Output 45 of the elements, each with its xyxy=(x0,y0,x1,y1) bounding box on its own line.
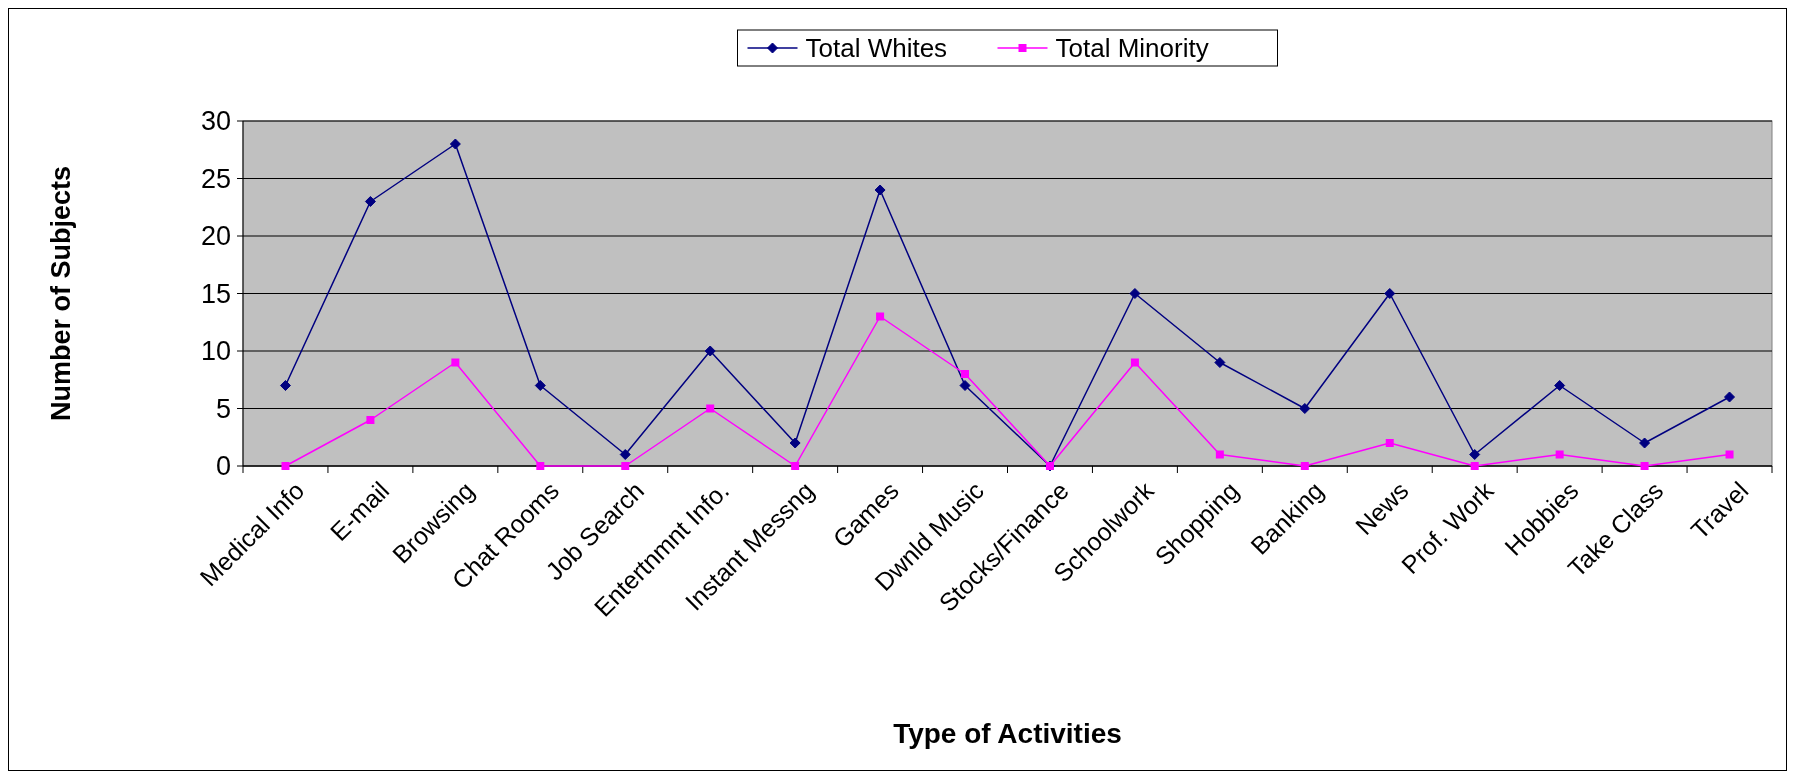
point xyxy=(876,312,885,321)
point xyxy=(536,462,545,470)
point xyxy=(451,358,460,367)
point xyxy=(959,380,971,391)
y-tick-label: 5 xyxy=(215,393,231,424)
point xyxy=(1639,437,1651,449)
y-tick-label: 0 xyxy=(215,451,231,482)
point xyxy=(704,345,716,357)
point xyxy=(1554,380,1566,391)
point xyxy=(619,449,631,460)
point xyxy=(1725,450,1734,459)
point xyxy=(706,404,715,413)
legend-label: Total Whites xyxy=(805,33,948,64)
point xyxy=(366,416,375,424)
point xyxy=(449,138,461,150)
y-tick-label: 10 xyxy=(200,336,231,367)
point xyxy=(1300,462,1309,470)
point xyxy=(1299,403,1311,414)
point xyxy=(791,462,800,470)
point xyxy=(534,380,546,391)
y-tick-label: 30 xyxy=(200,106,231,137)
point xyxy=(1130,358,1139,367)
point xyxy=(1470,462,1479,470)
point xyxy=(1384,288,1396,299)
point xyxy=(1640,462,1649,470)
point xyxy=(364,196,376,207)
point xyxy=(789,437,801,449)
point xyxy=(279,380,291,391)
point xyxy=(874,184,886,196)
y-tick-label: 15 xyxy=(200,278,231,309)
point xyxy=(1215,450,1224,459)
point xyxy=(281,462,290,470)
point xyxy=(621,462,630,470)
point xyxy=(1129,288,1141,299)
y-axis-title: Number of Subjects xyxy=(46,165,76,422)
point xyxy=(1469,449,1481,460)
point xyxy=(1385,439,1394,447)
point xyxy=(1214,357,1226,368)
point xyxy=(961,370,970,378)
x-axis-title: Type of Activities xyxy=(893,718,1122,749)
y-tick-label: 25 xyxy=(200,163,231,194)
legend-label: Total Minority xyxy=(1055,33,1209,64)
point xyxy=(1724,391,1736,403)
y-tick-label: 20 xyxy=(200,221,231,252)
point xyxy=(1555,450,1564,459)
